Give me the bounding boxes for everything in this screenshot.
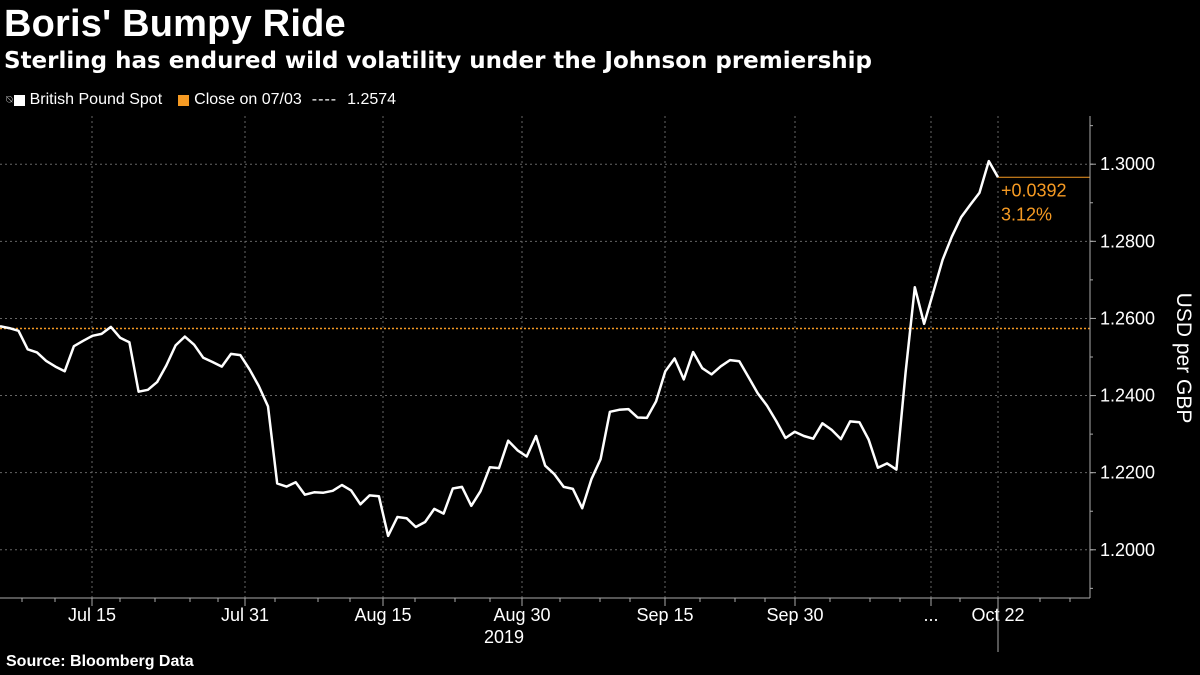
y-tick-label: 1.2600	[1100, 308, 1155, 328]
x-tick-label: Sep 30	[766, 605, 823, 625]
legend-swatch-orange	[178, 94, 190, 106]
annotation-pct: 3.12%	[1001, 204, 1052, 224]
y-axis-label: USD per GBP	[1172, 293, 1195, 424]
series-line-gbp	[0, 159, 1000, 538]
legend-label-close: Close on 07/03	[194, 91, 302, 108]
y-tick-label: 1.2200	[1100, 463, 1155, 483]
annotation-change: +0.0392	[1001, 180, 1067, 200]
y-tick-label: 1.2800	[1100, 231, 1155, 251]
legend-swatch-white	[13, 94, 25, 106]
y-tick-label: 1.2000	[1100, 540, 1155, 560]
x-tick-label: Sep 15	[636, 605, 693, 625]
y-tick-label: 1.3000	[1100, 154, 1155, 174]
y-tick-label: 1.2400	[1100, 386, 1155, 406]
legend-item-close[interactable]: Close on 07/03 ---- 1.2574	[178, 91, 396, 109]
axes: 1.3000 1.2800 1.2600 1.2400 1.2200 1.2000 Jul …	[0, 116, 1155, 652]
x-tick-label: Aug 30	[493, 605, 550, 625]
source-note: Source: Bloomberg Data	[6, 653, 194, 670]
x-tick-label: Aug 15	[354, 605, 411, 625]
legend-item-gbp[interactable]: ⍉ British Pound Spot	[6, 91, 162, 109]
legend-label-gbp: British Pound Spot	[29, 91, 163, 108]
legend: ⍉ British Pound Spot Close on 07/03 ----…	[6, 89, 412, 111]
series-toggle-icon: ⍉	[6, 93, 13, 106]
x-tick-label: Jul 31	[221, 605, 269, 625]
chart-title: Boris' Bumpy Ride	[4, 3, 346, 45]
chart-subtitle: Sterling has endured wild volatility und…	[4, 48, 872, 74]
x-axis-year-label: 2019	[484, 627, 524, 647]
legend-separator: ----	[311, 91, 338, 108]
legend-close-value: 1.2574	[347, 91, 397, 108]
x-tick-label: ...	[923, 605, 938, 625]
x-tick-label: Jul 15	[68, 605, 116, 625]
grid-lines	[0, 116, 1090, 598]
